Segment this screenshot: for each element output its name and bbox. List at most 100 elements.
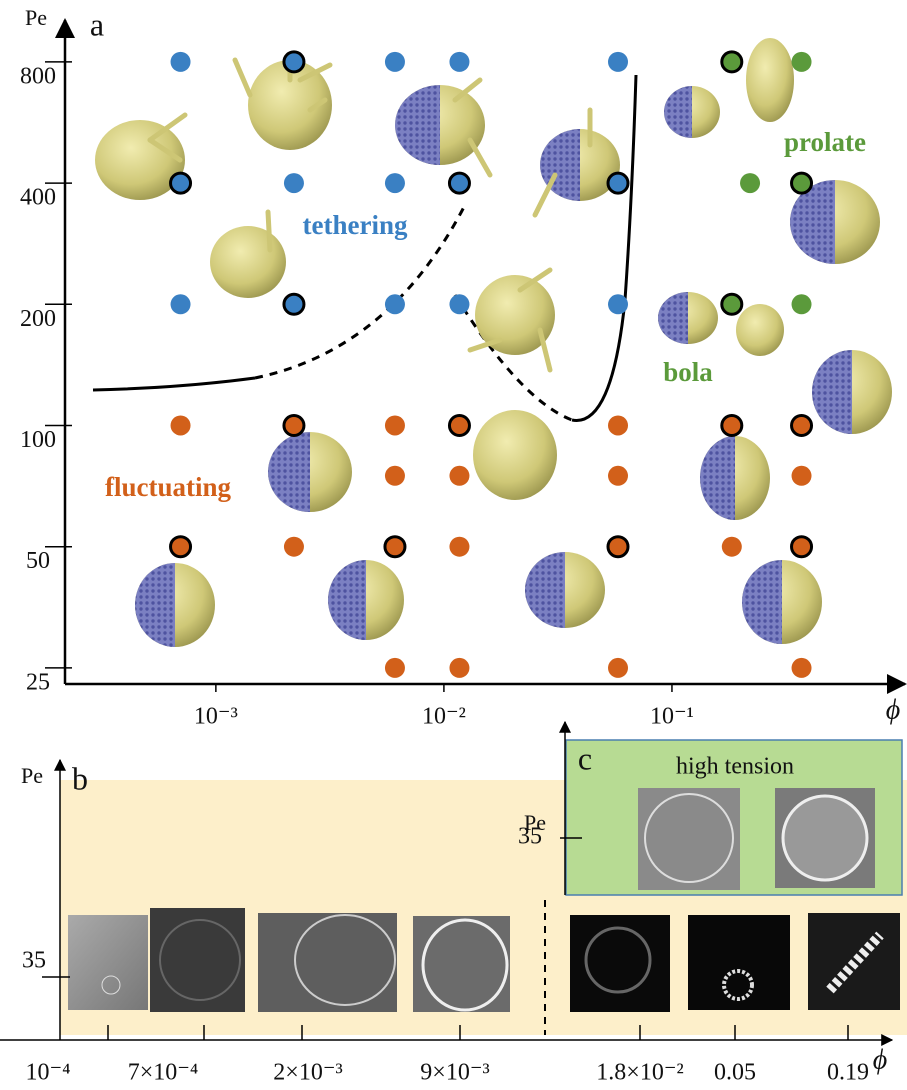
panel-label: a bbox=[90, 6, 104, 42]
point bbox=[720, 292, 744, 316]
point bbox=[384, 415, 405, 436]
point bbox=[283, 536, 304, 557]
x-tick-label: 0.19 bbox=[827, 1060, 869, 1086]
point bbox=[449, 51, 470, 72]
vesicle-coated bbox=[525, 552, 565, 628]
vesicle-coated bbox=[664, 86, 692, 138]
x-axis-label: ϕ bbox=[886, 694, 901, 725]
tether bbox=[147, 137, 183, 163]
y-tick-label: 35 bbox=[518, 824, 542, 850]
tether bbox=[537, 327, 553, 373]
region-label: tethering bbox=[303, 210, 408, 240]
vesicle-coated bbox=[135, 563, 175, 647]
point bbox=[449, 536, 470, 557]
point bbox=[608, 415, 629, 436]
point bbox=[282, 413, 306, 437]
vesicle-coated bbox=[700, 436, 735, 520]
tether bbox=[532, 172, 558, 218]
vesicle-coated bbox=[268, 432, 310, 512]
point bbox=[447, 171, 471, 195]
data-points bbox=[169, 50, 814, 678]
y-axis-label: Pe bbox=[524, 810, 546, 835]
y-tick-label: 400 bbox=[20, 185, 56, 211]
point bbox=[608, 657, 629, 678]
point bbox=[608, 51, 629, 72]
x-tick-label: 0.05 bbox=[714, 1060, 756, 1086]
point bbox=[606, 535, 630, 559]
point bbox=[282, 50, 306, 74]
y-tick-label: 25 bbox=[26, 669, 50, 695]
tether bbox=[467, 337, 503, 353]
y-axis-label: Pe bbox=[21, 763, 43, 788]
point bbox=[384, 173, 405, 194]
y-tick-label: 100 bbox=[20, 427, 56, 453]
point bbox=[791, 657, 812, 678]
x-tick-label: 10⁻⁴ bbox=[25, 1060, 70, 1086]
vesicle-snapshots bbox=[95, 38, 892, 647]
micrograph bbox=[258, 913, 397, 1012]
vesicle bbox=[294, 914, 396, 1006]
vesicle-coated bbox=[395, 85, 440, 165]
panel-label: b bbox=[72, 760, 88, 796]
y-tick-label: 50 bbox=[26, 548, 50, 574]
vesicle bbox=[101, 975, 121, 995]
vesicle-coated bbox=[658, 292, 688, 344]
x-tick-label: 2×10⁻³ bbox=[273, 1060, 342, 1086]
point bbox=[384, 294, 405, 315]
panel-b-ticks: 10⁻⁴ 7×10⁻⁴ 2×10⁻³ 9×10⁻³ 1.8×10⁻² 0.05 0.19 bbox=[25, 1025, 869, 1086]
micrograph bbox=[688, 915, 790, 1010]
tether bbox=[265, 209, 273, 253]
vesicle bbox=[421, 918, 509, 1012]
x-tick-label: 7×10⁻⁴ bbox=[128, 1060, 199, 1086]
y-tick-label: 800 bbox=[20, 63, 56, 89]
vesicle bbox=[644, 793, 734, 883]
point bbox=[791, 294, 812, 315]
tether bbox=[467, 137, 493, 178]
point bbox=[720, 413, 744, 437]
y-axis-label: Pe bbox=[25, 5, 47, 30]
y-tick-label: 200 bbox=[20, 306, 56, 332]
point bbox=[170, 415, 191, 436]
point bbox=[449, 465, 470, 486]
x-tick-label: 1.8×10⁻² bbox=[596, 1060, 683, 1086]
point bbox=[384, 657, 405, 678]
vesicle bbox=[781, 794, 869, 882]
point bbox=[384, 465, 405, 486]
point bbox=[790, 413, 814, 437]
vesicle-coated bbox=[328, 560, 366, 640]
vesicle bbox=[826, 931, 884, 994]
boundary-solid bbox=[92, 376, 256, 392]
boundary-dashed bbox=[254, 204, 467, 380]
vesicle bbox=[584, 926, 652, 994]
point bbox=[169, 535, 193, 559]
tether bbox=[147, 112, 188, 143]
point bbox=[447, 413, 471, 437]
point bbox=[169, 171, 193, 195]
tether bbox=[232, 57, 253, 98]
point bbox=[721, 536, 742, 557]
vesicle bbox=[248, 60, 332, 150]
tether bbox=[452, 77, 483, 103]
point bbox=[170, 51, 191, 72]
tether bbox=[517, 267, 553, 293]
point bbox=[383, 535, 407, 559]
vesicle bbox=[210, 226, 286, 298]
region-label: fluctuating bbox=[105, 472, 232, 502]
micrograph bbox=[638, 788, 740, 890]
point bbox=[170, 294, 191, 315]
x-tick-label: 10⁻¹ bbox=[650, 704, 694, 730]
region-label: prolate bbox=[784, 127, 866, 157]
point bbox=[720, 50, 744, 74]
vesicle bbox=[736, 304, 784, 356]
boundary-solid bbox=[571, 74, 638, 422]
vesicle bbox=[475, 275, 555, 355]
x-tick-label: 9×10⁻³ bbox=[420, 1060, 489, 1086]
point bbox=[384, 51, 405, 72]
panel-label: c bbox=[578, 740, 592, 776]
point bbox=[449, 657, 470, 678]
point bbox=[791, 51, 812, 72]
x-tick-label: 10⁻³ bbox=[194, 704, 238, 730]
panel-b-images bbox=[68, 908, 900, 1012]
phase-boundaries bbox=[92, 74, 638, 422]
